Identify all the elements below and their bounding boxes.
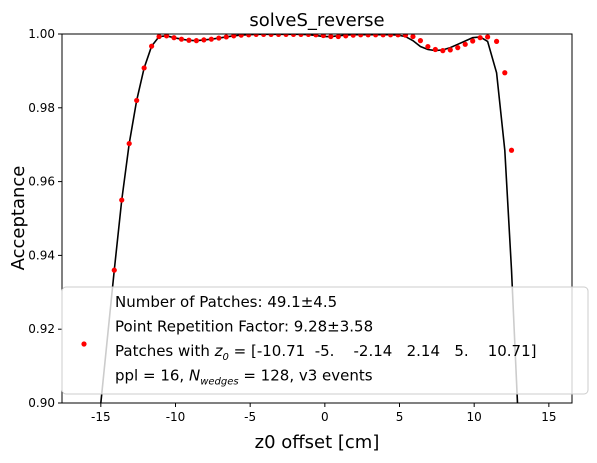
data-point xyxy=(283,34,289,37)
data-point xyxy=(268,34,274,37)
data-point xyxy=(455,45,461,51)
legend-text-part: Patches with xyxy=(115,342,215,360)
x-tick-label: -5 xyxy=(244,410,256,424)
data-point xyxy=(305,34,312,37)
data-point xyxy=(134,97,140,104)
legend-text-part: Point Repetition Factor: 9.28±3.58 xyxy=(115,318,373,336)
data-point xyxy=(365,34,371,38)
data-point xyxy=(253,34,259,37)
data-point xyxy=(186,37,192,43)
data-point xyxy=(156,34,162,40)
data-point xyxy=(493,38,500,44)
data-point xyxy=(275,34,282,37)
data-point xyxy=(417,38,424,44)
data-point xyxy=(149,43,155,49)
y-tick-label: 0.96 xyxy=(28,175,55,189)
x-tick-label: 10 xyxy=(467,410,482,424)
data-point xyxy=(313,34,319,38)
data-point xyxy=(373,34,379,38)
data-point xyxy=(119,197,125,203)
legend-text: Patches with z0 = [-10.71 -5. -2.14 2.14… xyxy=(115,342,537,363)
x-tick-label: -15 xyxy=(91,410,111,424)
data-point xyxy=(380,34,386,38)
data-point xyxy=(201,37,207,43)
data-point xyxy=(502,70,508,76)
data-point xyxy=(402,34,409,38)
x-tick-label: 15 xyxy=(541,410,556,424)
data-point xyxy=(238,34,244,38)
data-point xyxy=(447,47,453,53)
legend-text-part: N xyxy=(189,367,200,385)
axes-frame xyxy=(61,33,573,404)
data-point xyxy=(261,34,267,37)
data-point xyxy=(223,34,229,40)
data-point xyxy=(208,36,214,42)
data-point xyxy=(126,140,132,147)
data-point xyxy=(231,34,237,39)
plot-area xyxy=(100,34,519,403)
x-tick-label: 0 xyxy=(321,410,329,424)
data-point xyxy=(477,35,483,41)
data-point xyxy=(290,34,297,37)
data-point xyxy=(508,147,515,153)
data-point xyxy=(410,34,416,40)
y-tick-label: 0.94 xyxy=(28,248,55,262)
legend: Number of Patches: 49.1±4.5 Point Repetit… xyxy=(61,286,589,395)
legend-text-part: Number of Patches: 49.1±4.5 xyxy=(115,293,337,311)
data-point xyxy=(298,34,304,37)
data-point xyxy=(358,34,364,38)
data-point xyxy=(350,34,356,38)
legend-text: ppl = 16, Nwedges = 128, v3 events xyxy=(115,367,373,388)
data-point xyxy=(440,48,446,54)
data-point xyxy=(328,34,334,40)
legend-marker xyxy=(81,341,87,347)
legend-subscript: 0 xyxy=(222,352,228,363)
data-point xyxy=(178,36,185,42)
data-point xyxy=(387,34,394,38)
legend-text: Point Repetition Factor: 9.28±3.58 xyxy=(115,318,373,336)
y-tick-label: 0.92 xyxy=(28,322,55,336)
y-axis-label: Acceptance xyxy=(8,166,29,271)
x-tick-label: 5 xyxy=(396,410,404,424)
data-point xyxy=(193,38,200,44)
x-axis-label: z0 offset [cm] xyxy=(255,432,380,453)
data-point xyxy=(432,46,438,53)
legend-text: Number of Patches: 49.1±4.5 xyxy=(115,293,337,311)
data-point xyxy=(111,267,117,273)
data-point xyxy=(246,34,252,38)
legend-box xyxy=(61,286,589,395)
data-point xyxy=(470,38,476,44)
data-point xyxy=(395,34,401,38)
data-point xyxy=(425,43,431,50)
axes: -15 -10 -5 0 5 10 15 0.90 0.92 0.94 0.96 0.98 1.00 xyxy=(28,27,556,424)
data-point xyxy=(343,34,349,39)
data-point xyxy=(462,41,468,47)
y-tick-label: 0.90 xyxy=(28,396,55,410)
y-tick-label: 0.98 xyxy=(28,101,55,115)
legend-text-part: z xyxy=(214,342,224,360)
legend-text-part: = [-10.71 -5. -2.14 2.14 5. 10.71] xyxy=(229,342,537,360)
data-point xyxy=(171,35,177,41)
y-tick-label: 1.00 xyxy=(28,27,55,41)
data-point xyxy=(485,34,491,40)
data-point xyxy=(335,34,341,40)
data-point xyxy=(163,34,170,39)
legend-subscript: wedges xyxy=(200,377,238,388)
legend-text-part: ppl = 16, xyxy=(115,367,189,385)
data-point xyxy=(216,35,222,41)
data-point xyxy=(320,34,326,39)
chart-title: solveS_reverse xyxy=(249,10,384,31)
legend-text-part: = 128, v3 events xyxy=(239,367,373,385)
data-point xyxy=(141,65,147,71)
x-tick-label: -10 xyxy=(166,410,186,424)
